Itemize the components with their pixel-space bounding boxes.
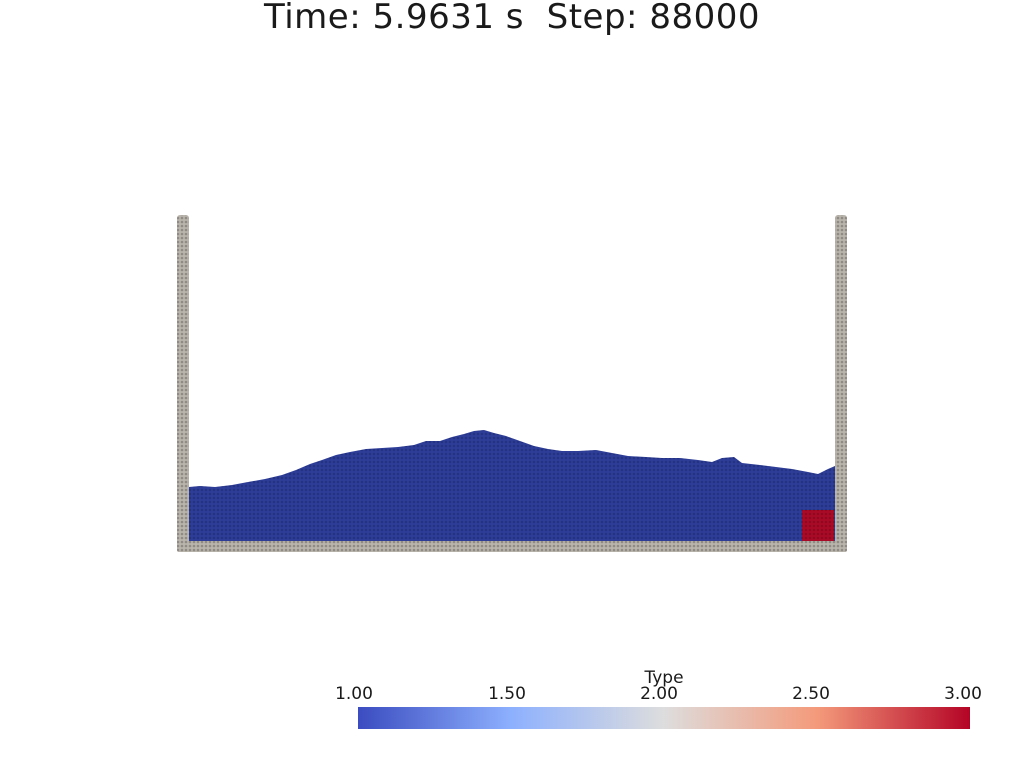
right-wall (835, 215, 847, 552)
colorbar-tick-1: 1.50 (488, 684, 526, 704)
fluid-particles (189, 430, 835, 541)
tank-floor (177, 541, 847, 552)
step-label: Step: (546, 0, 638, 37)
type-colorbar (358, 707, 970, 729)
step-value: 88000 (649, 0, 760, 37)
time-step-title: Time: 5.9631 s Step: 88000 (0, 0, 1024, 37)
colorbar-tick-0: 1.00 (335, 684, 373, 704)
colorbar-tick-4: 3.00 (944, 684, 982, 704)
time-value: 5.9631 (372, 0, 495, 37)
tank-walls (177, 215, 847, 552)
time-label: Time: (264, 0, 362, 37)
colorbar-title: Type (644, 668, 684, 688)
colorbar-tick-2: 2.00 (640, 684, 678, 704)
colorbar-tick-3: 2.50 (792, 684, 830, 704)
type3-particle-block (802, 510, 834, 541)
time-unit: s (505, 0, 524, 37)
left-wall (177, 215, 189, 552)
